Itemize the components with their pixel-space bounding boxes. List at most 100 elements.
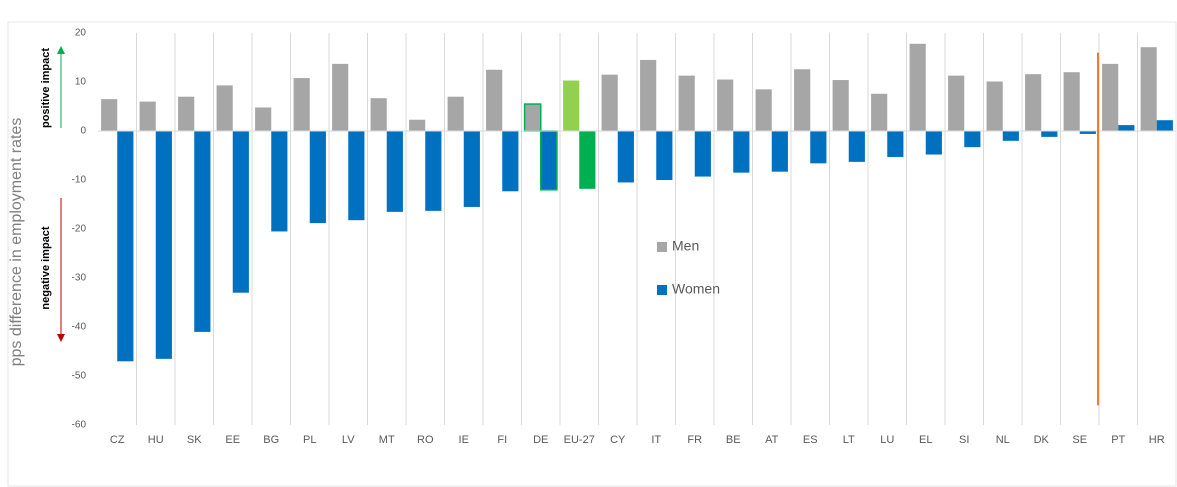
x-tick-label: SE <box>1072 434 1087 446</box>
bar <box>348 131 365 221</box>
x-tick-label: EU-27 <box>564 434 595 446</box>
bar <box>523 103 542 132</box>
bar <box>601 74 618 131</box>
bar <box>1002 131 1019 141</box>
bar <box>563 80 580 131</box>
bar <box>332 63 349 132</box>
arrow-head <box>57 46 65 54</box>
annotation: positive impact <box>40 48 52 128</box>
x-tick-label: IE <box>459 434 469 446</box>
bar <box>909 43 926 131</box>
bar <box>964 131 981 148</box>
y-tick-label: -10 <box>72 175 87 186</box>
bar <box>733 131 750 173</box>
x-tick-label: EL <box>919 434 932 446</box>
bar <box>1140 47 1157 131</box>
bar <box>717 79 734 131</box>
bar <box>832 80 849 131</box>
bar <box>540 130 558 191</box>
y-tick-label: -60 <box>72 420 87 431</box>
bar <box>848 131 865 162</box>
bar <box>1156 120 1173 131</box>
x-tick-label: SK <box>187 434 202 446</box>
bar <box>216 85 233 131</box>
bar <box>409 119 426 131</box>
bar <box>925 131 942 155</box>
bar <box>1063 72 1080 131</box>
bar <box>1118 125 1135 131</box>
arrow-head <box>57 334 65 342</box>
bar <box>425 131 442 211</box>
y-tick-label: -50 <box>72 371 87 382</box>
bar <box>271 131 288 232</box>
y-axis-label: pps difference in employment rates <box>8 118 25 367</box>
x-tick-label: BE <box>726 434 741 446</box>
y-tick-label: 10 <box>75 77 87 88</box>
bar <box>771 131 788 172</box>
bar <box>1079 131 1096 134</box>
x-tick-label: IT <box>651 434 661 446</box>
legend-label: Men <box>672 238 699 254</box>
x-tick-label: LT <box>843 434 855 446</box>
x-tick-label: FI <box>497 434 507 446</box>
bar <box>887 131 904 157</box>
bar <box>194 131 211 332</box>
bar <box>117 131 134 362</box>
bar <box>370 98 387 131</box>
x-tick-label: NL <box>996 434 1010 446</box>
legend-label: Women <box>672 281 720 297</box>
bar <box>155 131 172 359</box>
y-tick-label: 20 <box>75 28 87 39</box>
bar <box>386 131 403 212</box>
x-tick-label: HR <box>1149 434 1165 446</box>
x-tick-label: SI <box>959 434 969 446</box>
x-tick-label: ES <box>803 434 818 446</box>
bar <box>139 101 156 131</box>
x-tick-label: PT <box>1111 434 1125 446</box>
bar <box>640 59 657 132</box>
bar <box>579 131 596 189</box>
x-tick-label: DE <box>533 434 548 446</box>
bar <box>678 75 695 131</box>
bar <box>810 131 827 164</box>
bar <box>293 78 310 131</box>
bar <box>255 107 272 131</box>
x-tick-label: CY <box>610 434 626 446</box>
x-tick-label: FR <box>687 434 702 446</box>
bar <box>794 69 811 131</box>
bar <box>101 99 118 131</box>
y-tick-label: -30 <box>72 273 87 284</box>
x-tick-label: CZ <box>110 434 125 446</box>
bar <box>1041 131 1058 137</box>
bar <box>656 131 673 180</box>
x-tick-label: EE <box>225 434 240 446</box>
bar <box>486 69 503 131</box>
bar <box>986 81 1003 131</box>
x-tick-label: AT <box>765 434 779 446</box>
bar <box>1025 74 1042 131</box>
bar <box>502 131 519 192</box>
bar <box>694 131 711 177</box>
bar <box>463 131 480 207</box>
annotation: negative impact <box>40 226 52 309</box>
y-tick-label: -40 <box>72 322 87 333</box>
bar <box>178 96 195 131</box>
x-tick-label: BG <box>263 434 279 446</box>
x-tick-label: HU <box>148 434 164 446</box>
bar <box>948 75 965 131</box>
chart-frame <box>7 21 1177 487</box>
y-tick-label: 0 <box>80 126 86 137</box>
bar <box>447 96 464 131</box>
bar <box>617 131 634 183</box>
y-tick-label: -20 <box>72 224 87 235</box>
bar <box>1102 63 1119 132</box>
x-tick-label: LV <box>342 434 355 446</box>
x-tick-label: PL <box>303 434 316 446</box>
x-tick-label: RO <box>417 434 434 446</box>
bar <box>871 93 888 131</box>
bar <box>309 131 326 224</box>
x-tick-label: LU <box>880 434 894 446</box>
legend-swatch <box>657 242 667 252</box>
x-tick-label: MT <box>379 434 395 446</box>
